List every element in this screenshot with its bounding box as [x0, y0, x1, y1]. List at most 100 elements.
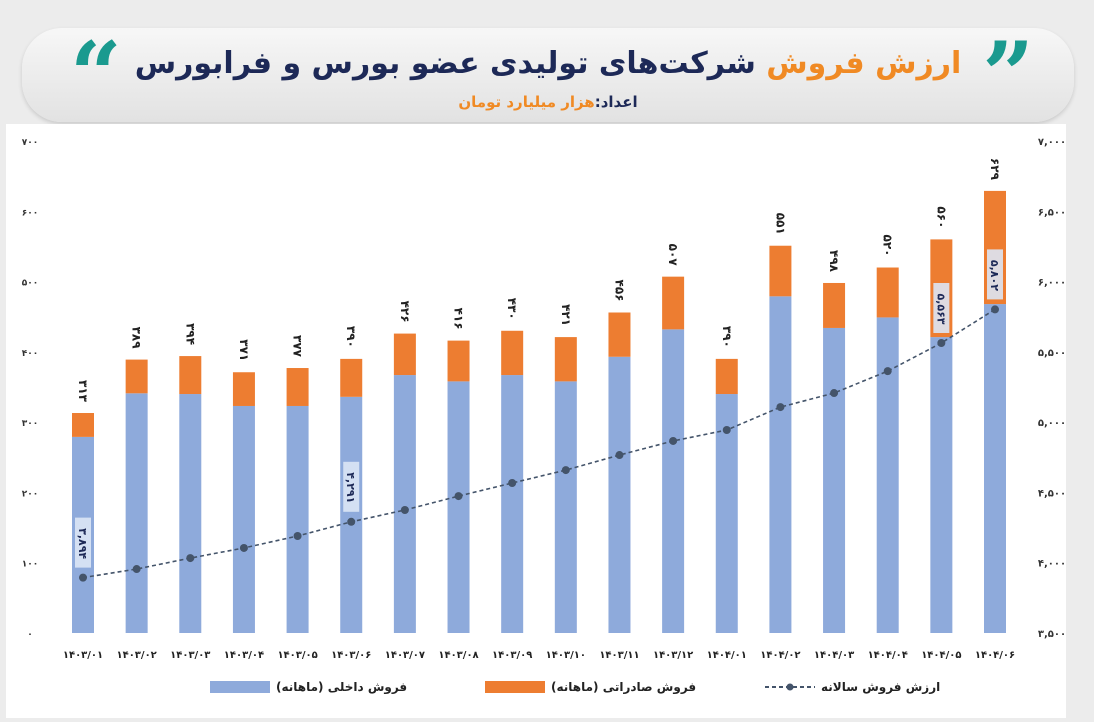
bar-export	[340, 358, 363, 397]
annual-sales-label: ۳,۸۹۴	[76, 528, 89, 559]
bar-export	[715, 358, 738, 395]
bar-total-label: ۶۲۹	[988, 158, 1002, 181]
line-label-background	[343, 461, 360, 512]
chart-title: ارزش فروش شرکت‌های تولیدی عضو بورس و فرا…	[22, 46, 1074, 81]
x-axis-tick-label: ۱۴۰۴/۰۴	[868, 650, 908, 661]
title-highlight: ارزش فروش	[766, 46, 962, 81]
annual-sales-line	[82, 308, 996, 579]
bar-export	[125, 359, 148, 394]
x-axis-tick-label: ۱۴۰۴/۰۲	[760, 650, 800, 661]
right-axis-tick-label: ۴,۰۰۰	[1038, 559, 1066, 570]
bar-total-label: ۳۹۰	[344, 326, 358, 348]
bar-export	[393, 333, 416, 376]
title-banner: “ ” ارزش فروش شرکت‌های تولیدی عضو بورس و…	[22, 28, 1074, 122]
left-axis-tick-label: ۵۰۰	[22, 279, 38, 289]
x-axis-tick-label: ۱۴۰۳/۰۳	[170, 650, 210, 661]
bar-total-label: ۵۵۱	[773, 213, 787, 235]
bar-total-label: ۳۷۱	[237, 339, 251, 361]
legend-annual: ارزش فروش سالانه	[765, 680, 940, 694]
bar-export	[501, 330, 524, 376]
right-axis-tick-label: ۴,۵۰۰	[1038, 488, 1066, 499]
bar-total-label: ۳۹۰	[720, 326, 734, 348]
annual-sales-point	[293, 532, 302, 541]
bar-export	[608, 312, 631, 357]
x-axis-tick-label: ۱۴۰۴/۰۶	[975, 650, 1015, 661]
bar-total-label: ۳۷۷	[291, 335, 305, 358]
x-axis-tick-label: ۱۴۰۳/۱۲	[653, 650, 693, 661]
bar-domestic	[340, 396, 363, 633]
quote-open-icon: “	[70, 22, 122, 128]
left-axis-tick-label: ۱۰۰	[22, 560, 38, 570]
right-axis-tick-label: ۷,۰۰۰	[1038, 137, 1066, 148]
legend-export: فروش صادراتی (ماهانه)	[485, 680, 696, 694]
x-axis-tick-label: ۱۴۰۳/۰۸	[438, 650, 478, 661]
bar-domestic	[930, 337, 953, 633]
bar-total-label: ۴۹۸	[827, 250, 841, 273]
x-axis-tick-label: ۱۴۰۳/۰۶	[331, 650, 371, 661]
left-axis-tick-label: ۲۰۰	[22, 489, 38, 499]
legend-domestic-label: فروش داخلی (ماهانه)	[276, 680, 408, 694]
left-axis-tick-label: ۴۰۰	[22, 349, 38, 359]
bar-export	[447, 340, 470, 382]
right-axis-tick-label: ۵,۵۰۰	[1038, 348, 1066, 359]
annual-sales-point	[776, 403, 785, 412]
right-axis-tick-label: ۵,۰۰۰	[1038, 418, 1066, 429]
x-axis-tick-label: ۱۴۰۳/۱۰	[546, 650, 586, 661]
right-axis-tick-label: ۶,۵۰۰	[1038, 207, 1066, 218]
left-axis-tick-label: ۳۰۰	[22, 419, 38, 429]
annual-sales-point	[347, 517, 356, 526]
legend-domestic: فروش داخلی (ماهانه)	[210, 680, 407, 694]
quote-close-icon: ”	[982, 22, 1034, 128]
bar-export	[554, 337, 577, 382]
bar-domestic	[393, 375, 416, 633]
unit-label: اعداد:	[594, 93, 638, 111]
bar-total-label: ۳۸۹	[130, 327, 144, 350]
annual-sales-point	[79, 573, 87, 582]
annual-sales-point	[400, 506, 409, 514]
annual-sales-point	[830, 389, 839, 398]
bar-domestic	[876, 317, 899, 633]
x-axis-tick-label: ۱۴۰۴/۰۱	[707, 650, 747, 661]
legend-domestic-swatch	[210, 681, 270, 693]
line-label-background	[75, 517, 91, 568]
bar-domestic	[125, 393, 148, 633]
bar-domestic	[447, 381, 470, 633]
right-axis-tick-label: ۶,۰۰۰	[1038, 278, 1066, 289]
legend-export-label: فروش صادراتی (ماهانه)	[551, 680, 697, 694]
annual-sales-point	[722, 426, 731, 435]
x-axis-tick-label: ۱۴۰۳/۰۴	[224, 650, 264, 661]
annual-sales-point	[615, 451, 624, 460]
annual-sales-point	[508, 479, 517, 488]
bar-domestic	[769, 296, 792, 633]
annual-sales-point	[454, 492, 463, 501]
x-axis-tick-label: ۱۴۰۳/۰۱	[63, 650, 103, 661]
unit-value: هزار میلیارد تومان	[458, 93, 595, 111]
left-axis-tick-label: ۰	[27, 630, 33, 640]
legend-annual-label: ارزش فروش سالانه	[821, 680, 941, 694]
bar-export	[72, 413, 94, 437]
bar-export	[876, 267, 899, 318]
bar-total-label: ۴۵۶	[612, 280, 626, 302]
bar-export	[823, 282, 846, 328]
bar-export	[286, 368, 309, 406]
unit-subtitle: اعداد:هزار میلیارد تومان	[22, 94, 1074, 110]
bar-total-label: ۴۲۱	[559, 304, 573, 326]
bar-domestic	[984, 304, 1006, 633]
x-axis-tick-label: ۱۴۰۳/۰۹	[492, 650, 532, 661]
bar-export	[232, 372, 255, 406]
bar-total-label: ۵۲۰	[881, 235, 895, 257]
legend-annual-line-icon	[765, 683, 815, 691]
legend-export-swatch	[485, 681, 545, 693]
bar-export	[179, 356, 202, 395]
line-label-background	[987, 249, 1003, 300]
bar-total-label: ۴۱۶	[452, 308, 466, 330]
bar-domestic	[232, 405, 255, 633]
bar-domestic	[501, 375, 524, 633]
bar-total-label: ۵۰۷	[666, 244, 680, 267]
bar-total-label: ۵۶۰	[934, 206, 948, 228]
annual-sales-point	[239, 543, 248, 552]
bar-export	[662, 276, 685, 330]
bar-total-label: ۳۹۴	[183, 323, 197, 345]
annual-sales-point	[937, 339, 946, 348]
